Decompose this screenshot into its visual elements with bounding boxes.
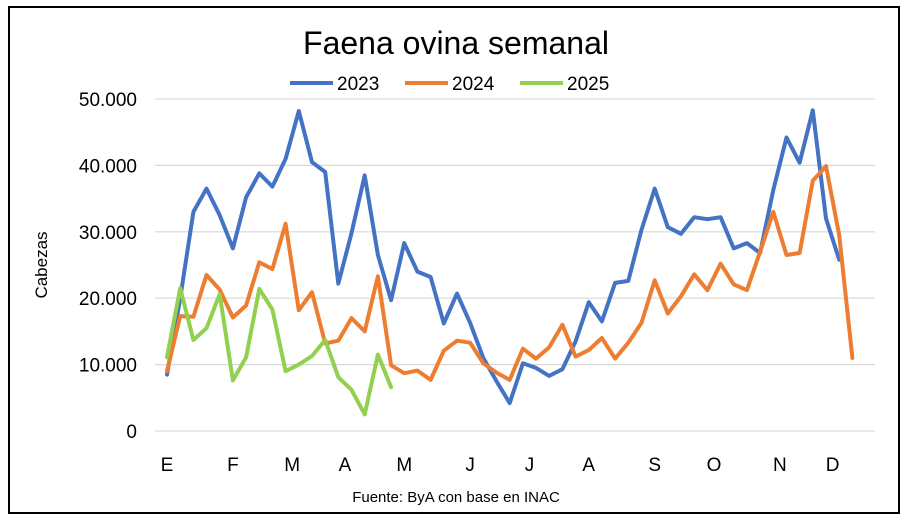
x-tick-label: J xyxy=(465,455,475,476)
y-tick-label: 40.000 xyxy=(79,156,137,177)
x-tick-label: F xyxy=(227,455,239,476)
chart-frame xyxy=(8,6,900,514)
series-line-2023 xyxy=(165,108,842,406)
y-axis-label: Cabezas xyxy=(32,231,51,298)
y-tick-label: 20.000 xyxy=(79,289,137,310)
x-tick-label: N xyxy=(773,455,787,476)
x-tick-label: M xyxy=(396,455,412,476)
source-note: Fuente: ByA con base en INAC xyxy=(352,489,560,506)
x-tick-label: J xyxy=(525,455,535,476)
legend-label-2024: 2024 xyxy=(452,74,495,95)
legend: 2023 2024 2025 xyxy=(290,74,609,95)
x-tick-label: A xyxy=(582,455,595,476)
x-tick-label: O xyxy=(707,455,722,476)
y-axis-ticks: 0 10.000 20.000 30.000 40.000 50.000 xyxy=(79,90,137,443)
chart-title: Faena ovina semanal xyxy=(303,25,609,61)
x-tick-label: M xyxy=(284,455,300,476)
x-tick-label: D xyxy=(826,455,840,476)
legend-label-2023: 2023 xyxy=(337,74,379,95)
series-lines xyxy=(165,108,855,417)
series-line-2024 xyxy=(165,164,855,382)
x-tick-label: A xyxy=(339,455,352,476)
y-tick-label: 10.000 xyxy=(79,356,137,377)
y-tick-label: 30.000 xyxy=(79,223,137,244)
legend-label-2025: 2025 xyxy=(567,74,609,95)
x-tick-label: S xyxy=(648,455,661,476)
x-tick-label: E xyxy=(161,455,174,476)
y-tick-label: 50.000 xyxy=(79,90,137,111)
series-line-2025 xyxy=(165,286,394,417)
y-tick-label: 0 xyxy=(126,422,137,443)
